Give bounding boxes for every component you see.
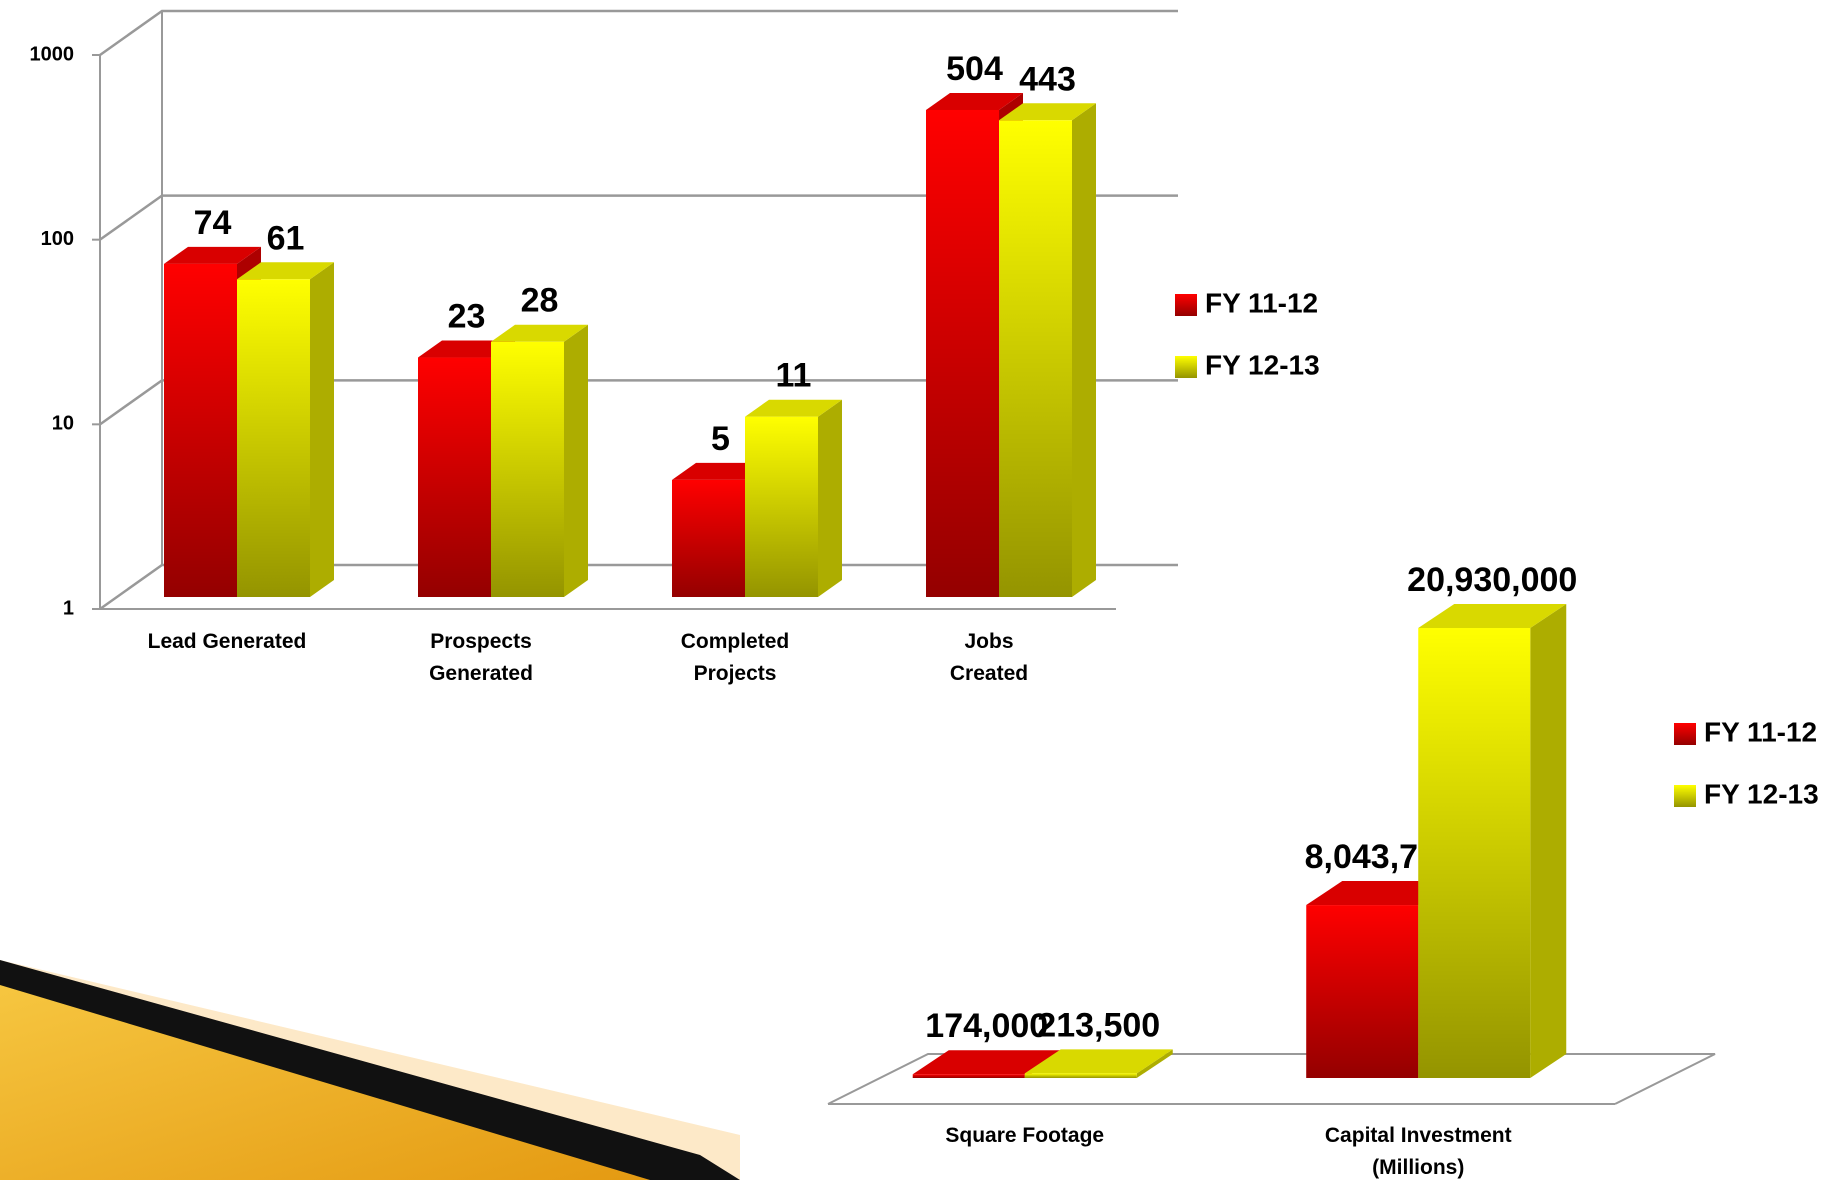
data-label: 11 bbox=[776, 357, 812, 395]
legend-label: FY 12-13 bbox=[1704, 778, 1819, 809]
data-label: 23 bbox=[448, 298, 486, 336]
bar-shade bbox=[237, 279, 310, 597]
bar-side bbox=[1530, 604, 1566, 1078]
legend-swatch-shade bbox=[1175, 294, 1197, 316]
bar-side bbox=[818, 400, 842, 597]
x-tick-label: Jobs Created bbox=[879, 626, 1099, 690]
data-label: 213,500 bbox=[1037, 1006, 1160, 1044]
grid-line bbox=[100, 11, 1178, 55]
slide: 1 10 100 1000 74 61 23 28 5 11 504 443 FY 11-12 FY 12… bbox=[0, 0, 1841, 1180]
legend-label: FY 12-13 bbox=[1205, 349, 1320, 380]
y-tick-label: 1000 bbox=[30, 43, 75, 65]
x-tick-label: Completed Projects bbox=[625, 626, 845, 690]
legend-label: FY 11-12 bbox=[1205, 287, 1318, 318]
data-label: 20,930,000 bbox=[1407, 561, 1577, 599]
bar-shade bbox=[418, 358, 491, 597]
x-tick-label: Capital Investment (Millions) bbox=[1308, 1120, 1528, 1180]
bar-shade bbox=[913, 1074, 1025, 1078]
bar-shade bbox=[491, 342, 564, 597]
bar-shade bbox=[999, 120, 1072, 597]
bar-shade bbox=[1306, 905, 1418, 1078]
bar-side bbox=[564, 325, 588, 597]
x-tick-label: Prospects Generated bbox=[371, 626, 591, 690]
data-label: 28 bbox=[521, 282, 559, 320]
y-tick-label: 1 bbox=[63, 597, 74, 619]
legend-swatch-shade bbox=[1674, 723, 1696, 745]
legend-swatch-shade bbox=[1175, 356, 1197, 378]
bar-shade bbox=[1418, 628, 1530, 1078]
bar-shade bbox=[1025, 1073, 1137, 1078]
bar-shade bbox=[926, 110, 999, 597]
bar-side bbox=[310, 262, 334, 597]
legend-label: FY 11-12 bbox=[1704, 716, 1817, 747]
data-label: 504 bbox=[946, 50, 1003, 88]
bar-shade bbox=[164, 264, 237, 597]
bar-shade bbox=[672, 480, 745, 597]
legend-swatch-shade bbox=[1674, 785, 1696, 807]
bar-side bbox=[1072, 103, 1096, 597]
data-label: 61 bbox=[267, 219, 305, 257]
data-label: 5 bbox=[711, 420, 730, 458]
bar-shade bbox=[745, 417, 818, 597]
x-tick-label: Lead Generated bbox=[117, 626, 337, 658]
decoration bbox=[0, 960, 740, 1180]
x-tick-label: Square Footage bbox=[915, 1120, 1135, 1152]
y-tick-label: 10 bbox=[52, 413, 74, 435]
y-tick-label: 100 bbox=[41, 228, 74, 250]
data-label: 174,000 bbox=[925, 1007, 1048, 1045]
data-label: 74 bbox=[194, 204, 232, 242]
data-label: 443 bbox=[1019, 60, 1076, 98]
chart-canvas: 1 10 100 1000 74 61 23 28 5 11 504 443 FY 11-12 FY 12… bbox=[0, 0, 1841, 1180]
